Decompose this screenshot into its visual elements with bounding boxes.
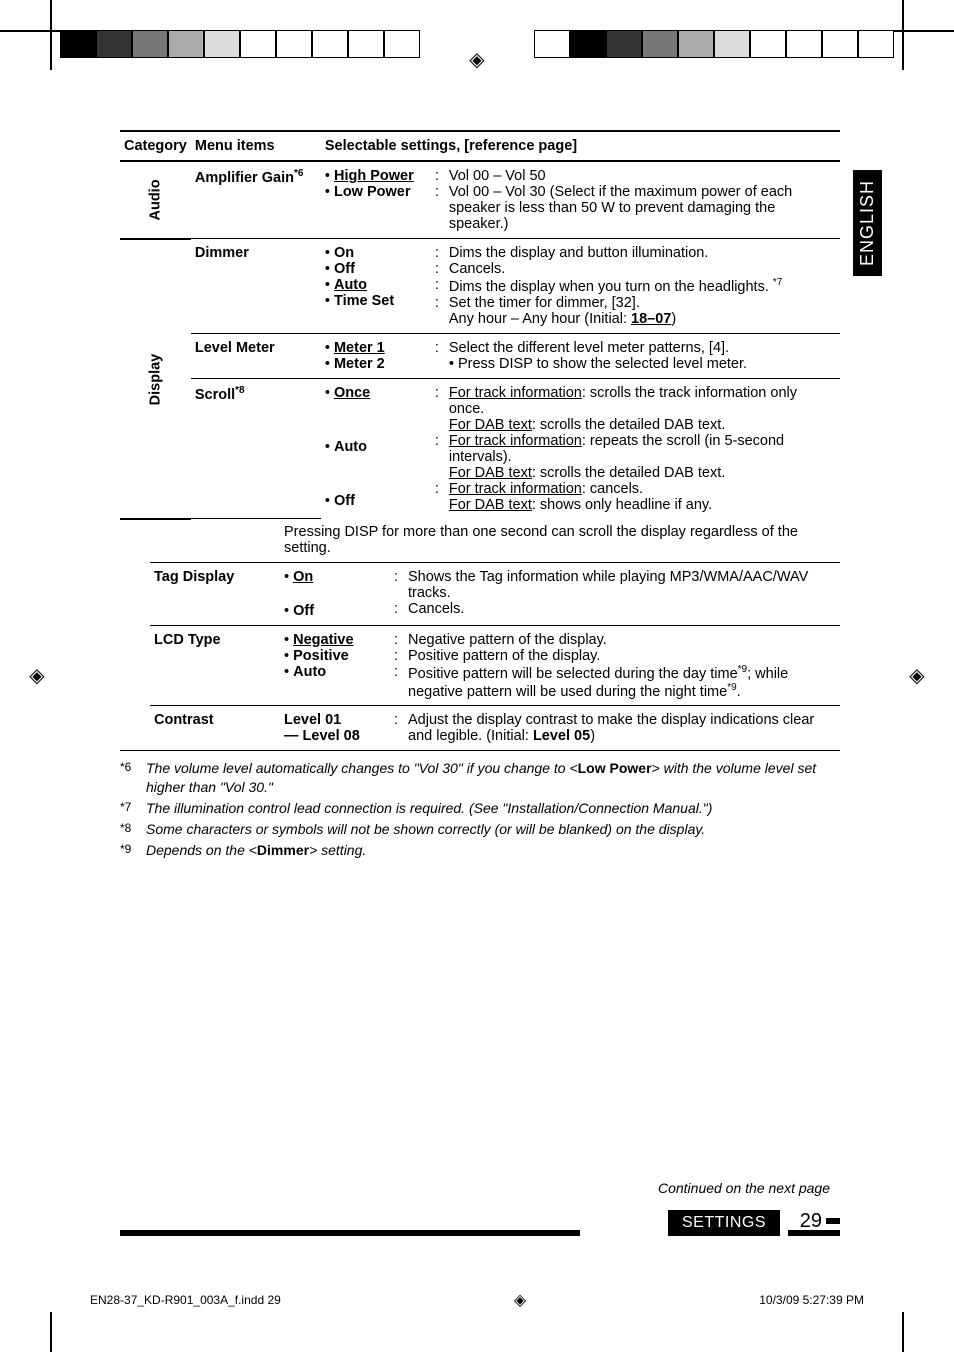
footnotes: *6The volume level automatically changes… (120, 759, 840, 859)
category-display: Display (120, 239, 191, 519)
registration-mark-icon: ◈ (465, 48, 489, 72)
print-timestamp: 10/3/09 5:27:39 PM (759, 1293, 864, 1307)
crop-mark (902, 1312, 904, 1352)
footer-strip: SETTINGS 29 (120, 1208, 840, 1236)
registration-mark-icon: ◈ (514, 1290, 526, 1310)
scroll-note: Pressing DISP for more than one second c… (280, 518, 840, 563)
settings-table: Category Menu items Selectable settings,… (120, 130, 840, 519)
options: • Meter 1 • Meter 2 (321, 333, 431, 378)
options: • Negative • Positive • Auto (280, 625, 390, 706)
menu-item: Level Meter (191, 333, 321, 378)
col-category: Category (120, 131, 191, 161)
registration-mark-icon: ◈ (25, 664, 49, 688)
menu-item: LCD Type (150, 625, 280, 706)
language-tab: ENGLISH (853, 170, 882, 276)
crop-mark (50, 1312, 52, 1352)
crop-mark (0, 30, 60, 32)
options: • On • Off (280, 562, 390, 625)
print-metadata: EN28-37_KD-R901_003A_f.indd 29 ◈ 10/3/09… (90, 1290, 864, 1310)
options: • Once • Auto • Off (321, 378, 431, 519)
category-audio: Audio (120, 161, 191, 239)
menu-item: Tag Display (150, 562, 280, 625)
options: Level 01 — Level 08 (280, 706, 390, 751)
menu-item: Dimmer (191, 239, 321, 334)
crop-mark (50, 0, 52, 70)
col-menu: Menu items (191, 131, 321, 161)
descriptions: :Negative pattern of the display. :Posit… (390, 625, 840, 706)
descriptions: :Vol 00 – Vol 50 :Vol 00 – Vol 30 (Selec… (431, 161, 840, 239)
descriptions: :Adjust the display contrast to make the… (390, 706, 840, 751)
menu-item: Scroll*8 (191, 378, 321, 519)
descriptions: :Select the different level meter patter… (431, 333, 840, 378)
crop-mark (902, 0, 904, 70)
descriptions: :Shows the Tag information while playing… (390, 562, 840, 625)
col-settings: Selectable settings, [reference page] (321, 131, 840, 161)
settings-table-cont: Pressing DISP for more than one second c… (120, 518, 840, 752)
descriptions: :Dims the display and button illuminatio… (431, 239, 840, 334)
options: • On • Off • Auto • Time Set (321, 239, 431, 334)
options: • High Power • Low Power (321, 161, 431, 239)
section-label: SETTINGS (668, 1210, 780, 1236)
page-content: Category Menu items Selectable settings,… (120, 130, 840, 862)
menu-item: Amplifier Gain*6 (191, 161, 321, 239)
menu-item: Contrast (150, 706, 280, 751)
crop-mark (894, 30, 954, 32)
registration-mark-icon: ◈ (905, 664, 929, 688)
descriptions: :For track information: scrolls the trac… (431, 378, 840, 519)
print-file: EN28-37_KD-R901_003A_f.indd 29 (90, 1293, 281, 1307)
continued-note: Continued on the next page (658, 1180, 830, 1196)
